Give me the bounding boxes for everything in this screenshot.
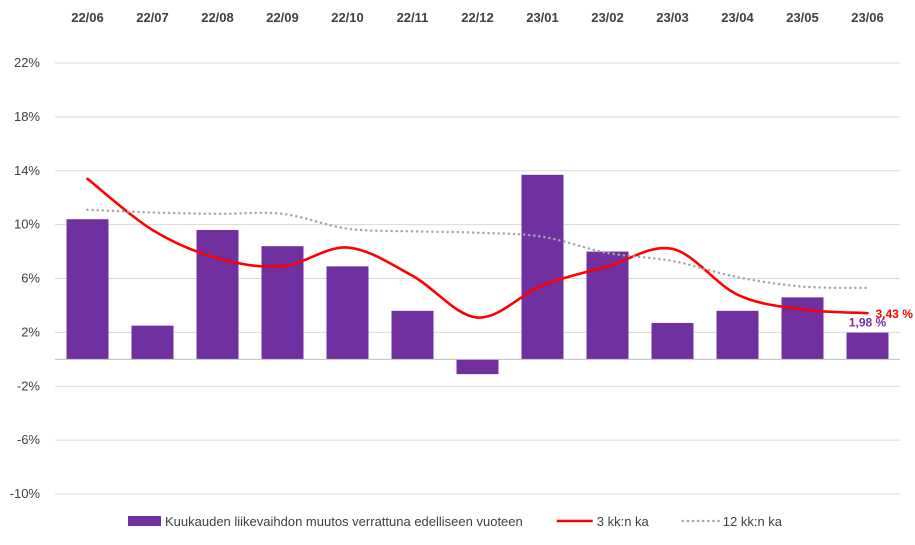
data-label: 3,43 % bbox=[876, 307, 914, 321]
line-3-kk-n-ka bbox=[86, 177, 869, 319]
bar bbox=[66, 219, 109, 360]
y-tick-label: 22% bbox=[14, 55, 40, 70]
data-labels: 3,43 %1,98 % bbox=[849, 307, 913, 330]
category-labels: 22/06 22/07 22/08 22/09 22/10 22/11 22/12 23/01… bbox=[71, 10, 884, 25]
y-axis-tick-labels: 22% 18% 14% 10% 6% 2% -2% -6% -10% bbox=[10, 55, 41, 501]
category-label: 22/10 bbox=[331, 10, 364, 25]
category-label: 23/02 bbox=[591, 10, 624, 25]
line-series bbox=[86, 177, 869, 319]
bar bbox=[391, 310, 434, 360]
bar bbox=[261, 246, 304, 360]
category-label: 23/03 bbox=[656, 10, 689, 25]
category-label: 23/04 bbox=[721, 10, 754, 25]
category-label: 22/09 bbox=[266, 10, 299, 25]
bar bbox=[196, 230, 239, 360]
y-tick-label: -6% bbox=[17, 432, 41, 447]
category-label: 22/12 bbox=[461, 10, 494, 25]
y-tick-label: 2% bbox=[21, 324, 40, 339]
y-tick-label: -2% bbox=[17, 378, 41, 393]
y-tick-label: -10% bbox=[10, 486, 41, 501]
y-tick-label: 10% bbox=[14, 217, 40, 232]
category-label: 22/08 bbox=[201, 10, 234, 25]
gridlines bbox=[55, 62, 900, 495]
category-label: 23/06 bbox=[851, 10, 884, 25]
legend-label: 3 kk:n ka bbox=[597, 514, 650, 529]
bar bbox=[846, 332, 889, 360]
bar bbox=[456, 359, 499, 375]
bar bbox=[131, 325, 174, 360]
category-label: 22/11 bbox=[397, 10, 429, 25]
line-12-kk-n-ka bbox=[86, 208, 869, 290]
bar bbox=[521, 174, 564, 360]
y-tick-label: 14% bbox=[14, 163, 40, 178]
legend-label: 12 kk:n ka bbox=[723, 514, 783, 529]
category-label: 22/06 bbox=[71, 10, 104, 25]
category-label: 23/05 bbox=[786, 10, 819, 25]
bar bbox=[651, 322, 694, 360]
category-label: 23/01 bbox=[526, 10, 559, 25]
category-label: 22/07 bbox=[136, 10, 169, 25]
legend-label: Kuukauden liikevaihdon muutos verrattuna… bbox=[165, 514, 523, 529]
data-label: 1,98 % bbox=[849, 316, 887, 330]
legend-swatch bbox=[128, 516, 161, 526]
bar bbox=[326, 266, 369, 360]
y-tick-label: 18% bbox=[14, 109, 40, 124]
bar-series bbox=[66, 174, 889, 375]
bar bbox=[716, 310, 759, 360]
y-tick-label: 6% bbox=[21, 271, 40, 286]
legend: Kuukauden liikevaihdon muutos verrattuna… bbox=[128, 514, 783, 529]
